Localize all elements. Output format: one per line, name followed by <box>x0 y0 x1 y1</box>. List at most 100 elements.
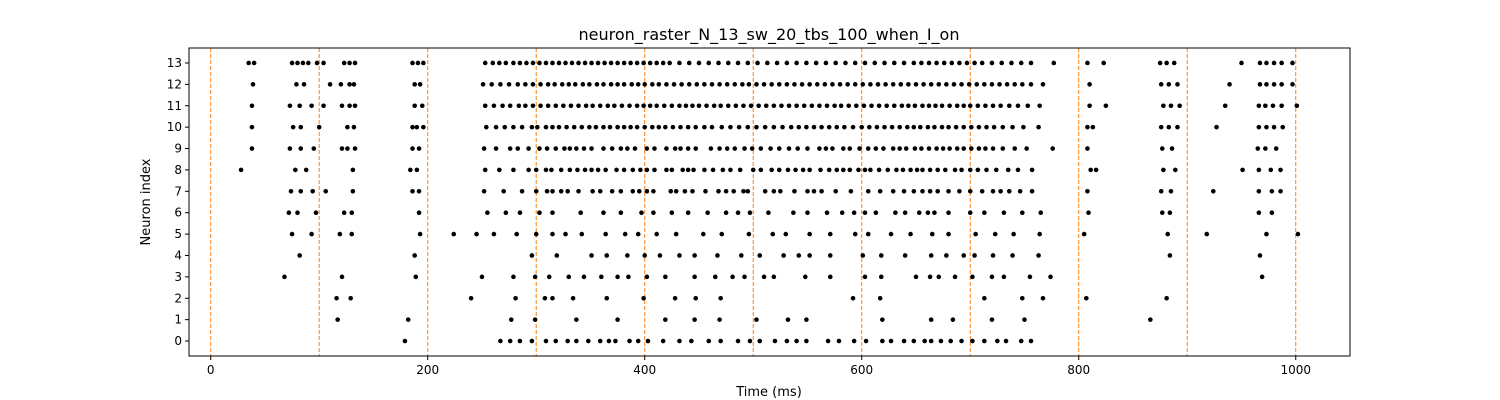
spike-n2-t281 <box>513 295 518 301</box>
spike-n8-t190 <box>414 167 420 173</box>
spike-n4-t319 <box>554 253 560 258</box>
spike-n10-t511 <box>762 124 768 130</box>
spike-n13-t80 <box>295 60 300 66</box>
spike-n10-t321 <box>556 124 562 130</box>
spike-n9-t808 <box>1085 146 1090 151</box>
spike-n12-t748 <box>1020 82 1025 87</box>
spike-n0-t604 <box>863 338 869 344</box>
spike-n5-t315 <box>550 231 555 237</box>
spike-n5-t518 <box>770 231 776 237</box>
spike-n7-t456 <box>703 189 708 194</box>
spike-n13-t85 <box>300 60 306 66</box>
spike-n10-t355 <box>593 124 599 130</box>
spike-n7-t83 <box>298 189 304 194</box>
spike-n2-t767 <box>1040 295 1046 301</box>
spike-n12-t664 <box>928 82 934 87</box>
spike-n5-t224 <box>451 231 457 237</box>
spike-n13-t697 <box>964 60 970 66</box>
spike-n3-t720 <box>989 274 995 280</box>
spike-n9-t378 <box>618 146 624 151</box>
spike-n10-t309 <box>543 124 549 130</box>
y-tick-label-6: 6 <box>174 206 182 220</box>
spike-n10-t527 <box>780 124 785 130</box>
spike-n13-t690 <box>957 60 962 66</box>
spike-n8-t351 <box>589 167 594 173</box>
spike-n11-t547 <box>801 103 807 109</box>
spike-n13-t662 <box>926 60 932 66</box>
spike-n6-t408 <box>651 210 656 215</box>
spike-n11-t477 <box>725 103 731 109</box>
spike-n13-t333 <box>569 60 575 66</box>
spike-n6-t966 <box>1256 210 1262 215</box>
spike-n11-t885 <box>1168 103 1174 109</box>
spike-n9-t384 <box>625 146 630 151</box>
spike-n0-t673 <box>938 338 944 344</box>
spike-n1-t182 <box>405 317 411 322</box>
spike-n8-t396 <box>638 167 643 173</box>
spike-n7-t310 <box>544 189 550 194</box>
spike-n8-t472 <box>720 167 726 173</box>
spike-n11-t325 <box>561 103 566 109</box>
spike-n13-t973 <box>1264 60 1269 66</box>
spike-n1-t419 <box>663 317 668 322</box>
spike-n8-t562 <box>818 167 823 173</box>
spike-n13-t777 <box>1051 60 1057 66</box>
spike-n2-t592 <box>850 295 856 301</box>
spike-n4-t552 <box>807 253 812 258</box>
spike-n0-t296 <box>529 338 535 344</box>
spike-n9-t982 <box>1273 146 1279 151</box>
spike-n8-t700 <box>967 167 973 173</box>
spike-n0-t549 <box>804 338 809 344</box>
spike-n12-t601 <box>860 82 866 87</box>
spike-n9-t326 <box>562 146 567 151</box>
spike-n6-t315 <box>550 210 555 215</box>
spike-n12-t810 <box>1087 82 1092 87</box>
spike-n12-t400 <box>642 82 648 87</box>
y-tick-label-9: 9 <box>174 142 182 156</box>
spike-n4-t384 <box>625 253 630 258</box>
spike-n12-t573 <box>830 82 835 87</box>
spike-n9-t972 <box>1263 146 1268 151</box>
spike-n10-t433 <box>678 124 683 130</box>
spike-n9-t613 <box>873 146 879 151</box>
spike-n3-t344 <box>581 274 587 280</box>
spike-n9-t252 <box>481 146 487 151</box>
spike-n9-t73 <box>287 146 293 151</box>
spike-n2-t308 <box>542 295 548 301</box>
spike-n13-t399 <box>641 60 646 66</box>
spike-n9-t681 <box>947 146 952 151</box>
spike-n0-t386 <box>627 338 632 344</box>
spike-n0-t179 <box>402 338 408 344</box>
spike-n13-t104 <box>321 60 326 66</box>
spike-n9-t776 <box>1050 146 1055 151</box>
spike-n10-t674 <box>939 124 945 130</box>
spike-n10-t301 <box>535 124 540 130</box>
spike-n9-t550 <box>805 146 810 151</box>
spike-n8-t78 <box>293 167 298 173</box>
spike-n10-t271 <box>502 124 508 130</box>
spike-n10-t687 <box>953 124 959 130</box>
spike-n7-t511 <box>762 189 768 194</box>
spike-n9-t516 <box>768 146 773 151</box>
y-tick-label-2: 2 <box>174 291 182 305</box>
spike-n10-t296 <box>529 124 535 130</box>
spike-n8-t724 <box>993 167 999 173</box>
spike-n3-t755 <box>1027 274 1033 280</box>
spike-n10-t413 <box>656 124 662 130</box>
spike-n11-t491 <box>741 103 746 109</box>
spike-n9-t420 <box>664 146 669 151</box>
spike-n10-t190 <box>414 124 420 130</box>
spike-n9-t133 <box>352 146 358 151</box>
spike-n5-t411 <box>654 231 659 237</box>
spike-n11-t609 <box>869 103 874 109</box>
spike-n10-t83 <box>298 124 304 130</box>
spike-n13-t756 <box>1028 60 1034 66</box>
spike-n13-t621 <box>882 60 887 66</box>
spike-n6-t97 <box>313 210 319 215</box>
spike-n7-t525 <box>778 189 783 194</box>
spike-n11-t411 <box>654 103 659 109</box>
spike-n8-t517 <box>769 167 774 173</box>
spike-n9-t620 <box>881 146 886 151</box>
spike-n7-t876 <box>1158 189 1164 194</box>
spike-n10-t100 <box>316 124 322 130</box>
